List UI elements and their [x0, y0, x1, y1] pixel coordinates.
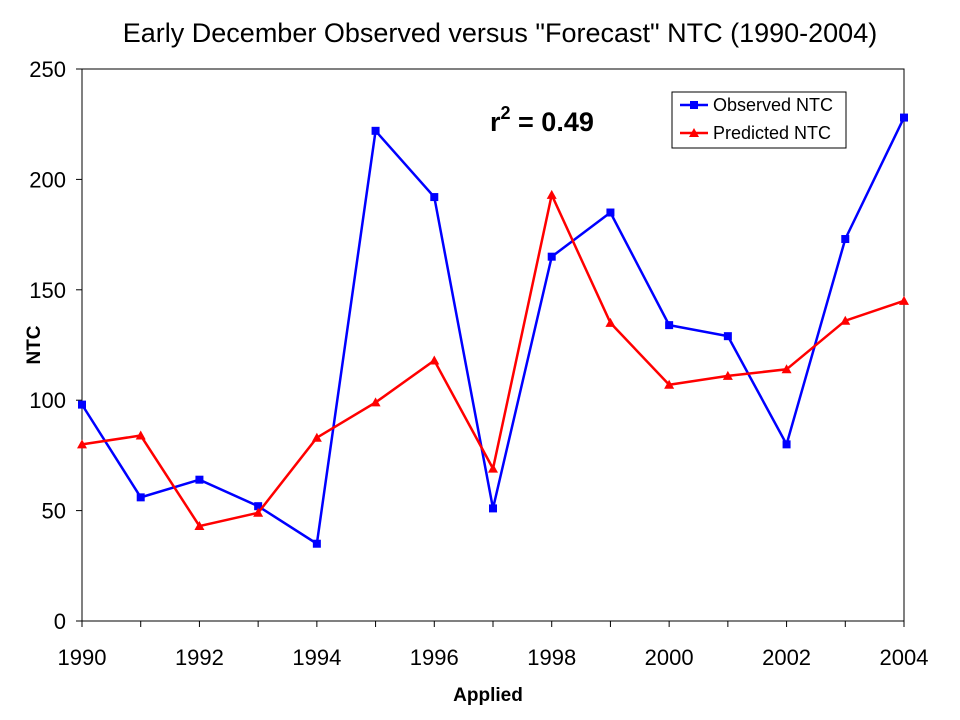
- data-point-observed-ntc: [254, 502, 263, 511]
- data-point-predicted-ntc: [135, 430, 146, 440]
- r-squared-base: r: [490, 107, 501, 137]
- series-layer: [77, 113, 909, 548]
- legend-observed-marker: [690, 101, 698, 109]
- data-point-predicted-ntc: [546, 189, 557, 199]
- data-point-predicted-ntc: [253, 507, 264, 517]
- data-point-predicted-ntc: [194, 521, 205, 531]
- data-point-predicted-ntc: [722, 370, 733, 380]
- data-point-observed-ntc: [606, 208, 615, 217]
- data-point-predicted-ntc: [311, 432, 322, 442]
- data-point-observed-ntc: [78, 400, 86, 409]
- x-tick-label: 2002: [762, 645, 811, 670]
- data-point-predicted-ntc: [664, 379, 675, 389]
- data-point-observed-ntc: [782, 440, 791, 449]
- x-tick-marks: [81, 621, 905, 627]
- data-point-predicted-ntc: [840, 315, 851, 325]
- data-point-observed-ntc: [665, 321, 674, 330]
- r-squared-superscript: 2: [501, 103, 511, 123]
- x-tick-label: 1990: [58, 645, 107, 670]
- y-tick-label: 250: [29, 57, 66, 82]
- plot-area: [81, 68, 905, 622]
- data-point-observed-ntc: [547, 252, 556, 261]
- legend-observed-label: Observed NTC: [713, 95, 833, 115]
- y-tick-label: 200: [29, 167, 66, 192]
- y-tick-marks: [76, 68, 82, 622]
- data-point-observed-ntc: [371, 126, 380, 135]
- data-point-predicted-ntc: [77, 439, 87, 449]
- r-squared-value: = 0.49: [511, 107, 594, 137]
- x-axis-title: Applied: [453, 685, 523, 706]
- y-tick-label: 0: [54, 609, 66, 634]
- chart-title: Early December Observed versus "Forecast…: [122, 18, 878, 48]
- data-point-predicted-ntc: [899, 295, 909, 305]
- y-tick-label: 100: [29, 388, 66, 413]
- series-predicted-ntc: [77, 189, 909, 531]
- r-squared-annotation: r2 = 0.49: [490, 103, 594, 137]
- legend-box: [671, 91, 847, 149]
- data-point-observed-ntc: [841, 235, 850, 244]
- data-point-predicted-ntc: [429, 355, 440, 365]
- legend: Observed NTC Predicted NTC: [671, 91, 847, 149]
- x-tick-label: 1998: [527, 645, 576, 670]
- legend-predicted-marker: [689, 128, 699, 137]
- data-point-predicted-ntc: [781, 364, 792, 374]
- legend-predicted-label: Predicted NTC: [713, 123, 831, 143]
- data-point-predicted-ntc: [488, 463, 498, 473]
- x-tick-label: 1996: [410, 645, 459, 670]
- data-point-observed-ntc: [489, 504, 497, 513]
- y-tick-label: 150: [29, 278, 66, 303]
- y-axis-title: NTC: [24, 325, 45, 364]
- data-point-observed-ntc: [312, 539, 321, 548]
- x-tick-label: 1994: [292, 645, 341, 670]
- data-point-observed-ntc: [430, 193, 439, 202]
- data-point-observed-ntc: [900, 113, 908, 122]
- series-observed-ntc: [78, 113, 908, 548]
- data-point-observed-ntc: [136, 493, 145, 502]
- data-point-observed-ntc: [195, 475, 204, 484]
- x-tick-label: 2000: [645, 645, 694, 670]
- y-tick-labels: 0 50 100 150 200 250: [29, 57, 66, 634]
- x-tick-labels: 1990 1992 1994 1996 1998 2000 2002 2004: [58, 645, 929, 670]
- data-point-observed-ntc: [723, 332, 732, 341]
- data-point-predicted-ntc: [370, 397, 381, 407]
- x-tick-label: 2004: [880, 645, 929, 670]
- x-tick-label: 1992: [175, 645, 224, 670]
- data-point-predicted-ntc: [605, 317, 616, 327]
- y-tick-label: 50: [42, 499, 66, 524]
